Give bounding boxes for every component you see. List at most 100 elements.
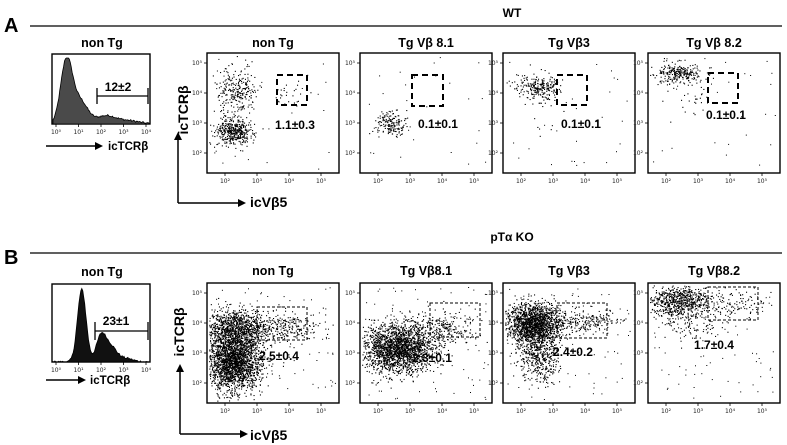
event-dot [242, 132, 244, 134]
event-dot [250, 344, 252, 346]
event-dot [258, 350, 260, 352]
event-dot [549, 80, 551, 82]
event-dot [677, 66, 679, 68]
event-dot [266, 324, 268, 326]
event-dot [227, 326, 229, 328]
event-dot [229, 379, 231, 381]
event-dot [247, 353, 249, 355]
event-dot [240, 350, 242, 352]
event-dot [223, 101, 225, 103]
event-dot [278, 319, 280, 321]
dot-plot-gate-value: 1.1±0.3 [275, 118, 315, 132]
event-dot [257, 326, 259, 328]
event-dot [232, 372, 234, 374]
event-dot [238, 382, 240, 384]
event-dot [233, 74, 235, 76]
event-dot [674, 66, 676, 68]
event-dot [241, 331, 243, 333]
event-dot [228, 372, 230, 374]
event-dot [235, 369, 237, 371]
event-dot [549, 90, 551, 92]
event-dot [232, 340, 234, 342]
event-dot [234, 356, 236, 358]
event-dot [679, 73, 681, 75]
event-dot [542, 96, 544, 98]
event-dot [526, 78, 528, 80]
event-dot [236, 340, 238, 342]
event-dot [674, 77, 676, 79]
dot-plot-events [209, 287, 336, 402]
event-dot [242, 362, 244, 364]
event-dot [291, 329, 293, 331]
event-dot [524, 79, 526, 81]
histogram-ticks-a: 10⁰ 10¹ 10² 10³ 10⁴ [51, 124, 152, 136]
event-dot [249, 377, 251, 379]
event-dot [228, 130, 230, 132]
event-dot [235, 376, 237, 378]
event-dot [231, 133, 233, 135]
event-dot [228, 366, 230, 368]
event-dot [217, 365, 219, 367]
event-dot [209, 350, 211, 352]
event-dot [262, 360, 264, 362]
event-dot [245, 361, 247, 363]
event-dot [325, 314, 327, 316]
event-dot [272, 310, 274, 312]
event-dot [246, 315, 248, 317]
event-dot [224, 380, 226, 382]
event-dot [682, 72, 684, 74]
event-dot [229, 126, 231, 128]
event-dot [222, 326, 224, 328]
event-dot [215, 342, 217, 344]
event-dot [218, 87, 220, 89]
x-tick-label: 10⁴ [725, 178, 736, 185]
event-dot [395, 135, 397, 137]
event-dot [231, 382, 233, 384]
event-dot [253, 333, 255, 335]
event-dot [282, 325, 284, 327]
event-dot [238, 129, 240, 131]
event-dot [214, 326, 216, 328]
event-dot [535, 88, 537, 90]
event-dot [247, 380, 249, 382]
event-dot [241, 107, 243, 109]
event-dot [554, 82, 556, 84]
event-dot [302, 335, 304, 337]
event-dot [696, 98, 698, 100]
event-dot [245, 354, 247, 356]
event-dot [251, 318, 253, 320]
event-dot [255, 312, 257, 314]
event-dot [405, 123, 407, 125]
event-dot [234, 115, 236, 117]
event-dot [236, 364, 238, 366]
event-dot [375, 120, 377, 122]
event-dot [241, 326, 243, 328]
event-dot [209, 358, 211, 360]
event-dot [224, 80, 226, 82]
event-dot [258, 347, 260, 349]
event-dot [214, 331, 216, 333]
event-dot [541, 88, 543, 90]
event-dot [254, 343, 256, 345]
event-dot [673, 70, 675, 72]
event-dot [372, 130, 374, 132]
event-dot [246, 334, 248, 336]
event-dot [237, 330, 239, 332]
event-dot [239, 128, 241, 130]
event-dot [546, 89, 548, 91]
event-dot [228, 357, 230, 359]
event-dot [694, 67, 696, 69]
event-dot [235, 372, 237, 374]
x-tick-label: 10² [661, 178, 672, 185]
event-dot [254, 336, 256, 338]
event-dot [556, 130, 558, 132]
event-dot [243, 316, 245, 318]
event-dot [546, 83, 548, 85]
event-dot [234, 361, 236, 363]
event-dot [220, 333, 222, 335]
event-dot [222, 102, 224, 104]
event-dot [221, 324, 223, 326]
event-dot [247, 346, 249, 348]
event-dot [226, 390, 228, 392]
event-dot [222, 317, 224, 319]
